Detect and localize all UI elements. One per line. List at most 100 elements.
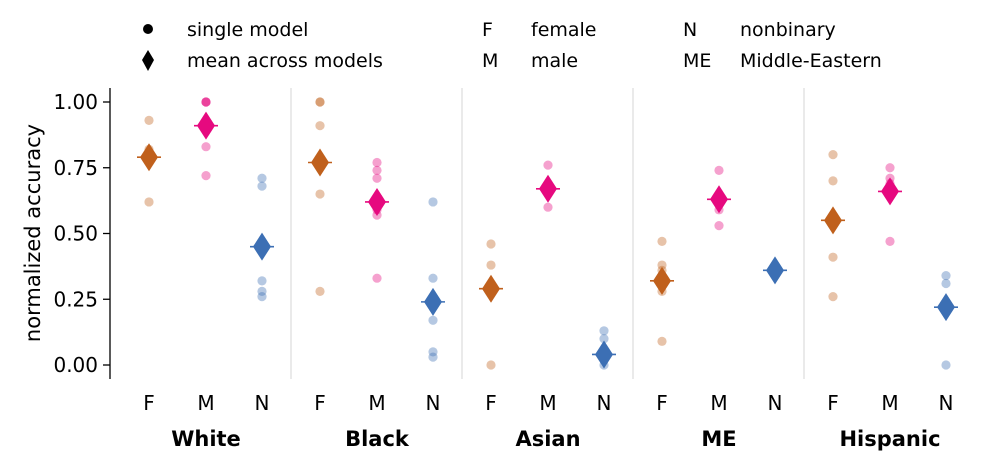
single-model-point [315,286,325,296]
single-model-point [144,115,154,126]
legend-m-text: male [531,50,578,72]
single-model-point [315,121,325,131]
y-tick-label: 1.00 [53,90,98,114]
single-model-point [486,239,496,249]
x-tick-label: M [197,391,214,415]
legend-mean-marker [142,50,154,71]
group-label: Asian [515,427,580,451]
x-tick-label: F [143,391,155,415]
single-model-point [941,278,951,289]
legend-m-symbol: M [482,50,498,72]
group-label: Hispanic [839,427,940,451]
x-tick-label: N [426,391,441,415]
x-tick-label: M [881,391,898,415]
single-model-point [828,292,838,302]
mean-diamond [766,256,784,285]
mean-diamond [424,287,442,316]
plot-marks [137,97,958,370]
single-model-point [201,97,211,107]
single-model-point [657,260,667,270]
legend-single-model-text: single model [187,19,308,41]
single-model-point [372,157,382,168]
x-tick-label: N [939,391,954,415]
legend-n-text: nonbinary [740,19,836,41]
single-model-point [486,260,496,270]
y-axis: 0.00 0.25 0.50 0.75 1.00 [53,88,111,379]
single-model-point [257,276,267,286]
single-model-point [428,315,438,325]
single-model-point [257,181,267,191]
mean-diamond [881,177,899,206]
x-tick-label: F [485,391,497,415]
single-model-point [257,292,267,302]
single-model-point [201,171,211,181]
group-label: White [171,427,241,451]
group-dividers [290,88,805,379]
mean-diamond [595,340,613,369]
single-model-point [201,97,211,107]
legend-f-text: female [531,19,597,41]
single-model-point [257,286,267,296]
y-tick-label: 0.00 [53,353,98,377]
single-model-point [315,97,325,107]
single-model-point [657,336,667,346]
single-model-point [885,163,895,173]
single-model-point [428,352,438,362]
single-model-point [257,173,267,183]
y-tick-label: 0.25 [53,287,98,311]
mean-diamond [937,293,955,322]
y-axis-label: normalized accuracy [21,124,45,342]
legend-f-symbol: F [482,19,493,41]
group-label: Black [345,427,410,451]
single-model-point [599,326,609,336]
single-model-point [941,360,951,370]
single-model-point [543,160,553,170]
single-model-point [315,189,325,199]
mean-diamond [824,206,842,235]
x-tick-label: M [539,391,556,415]
single-model-point [828,150,838,160]
mean-diamond [197,111,215,140]
y-tick-label: 0.75 [53,156,98,180]
x-tick-label: F [314,391,326,415]
single-model-point [372,165,382,175]
single-model-point [315,97,325,107]
legend-mean-text: mean across models [187,50,383,72]
mean-diamond [140,143,158,172]
mean-diamond [539,174,557,203]
single-model-point [144,197,154,207]
legend-n-symbol: N [683,19,697,41]
single-model-point [941,270,951,281]
single-model-point [486,360,496,370]
single-model-point [543,202,553,212]
single-model-point [599,334,609,344]
legend-me-text: Middle-Eastern [740,50,882,72]
single-model-point [714,221,724,231]
single-model-point [201,142,211,152]
y-tick-label: 0.50 [53,222,98,246]
single-model-point [828,176,838,186]
single-model-point [657,236,667,246]
legend-single-model-marker [143,24,153,34]
single-model-point [428,273,438,283]
x-tick-label: N [597,391,612,415]
single-model-point [372,273,382,283]
single-model-point [201,97,211,107]
single-model-point [428,347,438,357]
x-axis-labels: F M N White F M N Black F M N Asian F M N ME F M N Hispanic [143,391,953,451]
mean-diamond [311,148,329,177]
x-tick-label: M [710,391,727,415]
x-tick-label: F [656,391,668,415]
mean-diamond [710,185,728,214]
single-model-point [714,165,724,175]
x-tick-label: M [368,391,385,415]
x-tick-label: F [827,391,839,415]
legend: single model mean across models F female… [142,19,882,72]
mean-diamond [368,187,386,216]
single-model-point [428,197,438,207]
mean-diamond [653,266,671,295]
mean-diamond [482,274,500,303]
legend-me-symbol: ME [683,50,711,72]
group-label: ME [701,427,736,451]
